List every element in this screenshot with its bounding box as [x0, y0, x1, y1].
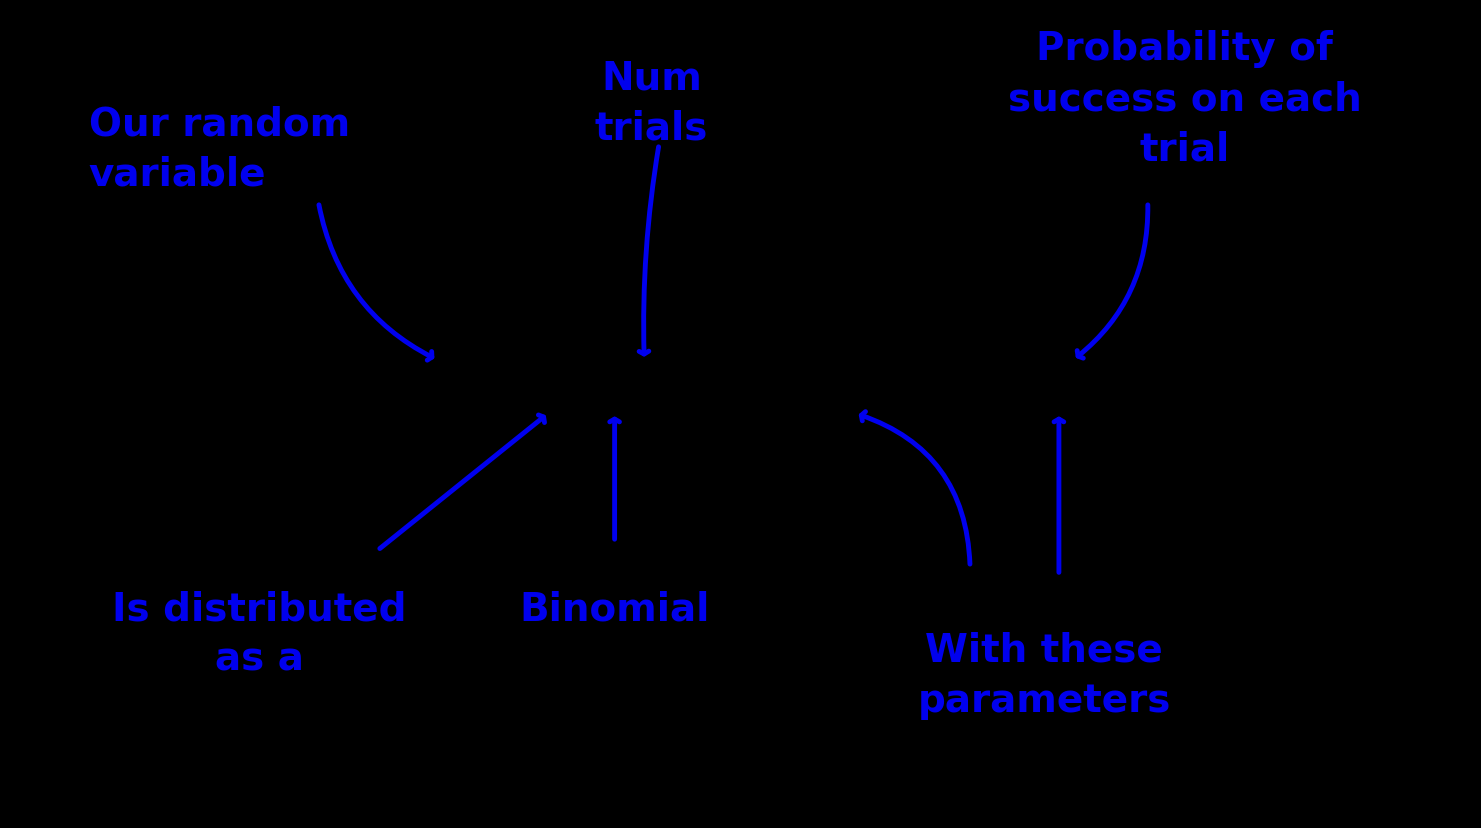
Text: Probability of
success on each
trial: Probability of success on each trial: [1009, 31, 1361, 168]
Text: With these
parameters: With these parameters: [917, 631, 1171, 719]
Text: Our random
variable: Our random variable: [89, 105, 350, 193]
Text: Is distributed
as a: Is distributed as a: [113, 590, 406, 677]
Text: Num
trials: Num trials: [595, 60, 708, 147]
Text: Binomial: Binomial: [520, 590, 709, 628]
